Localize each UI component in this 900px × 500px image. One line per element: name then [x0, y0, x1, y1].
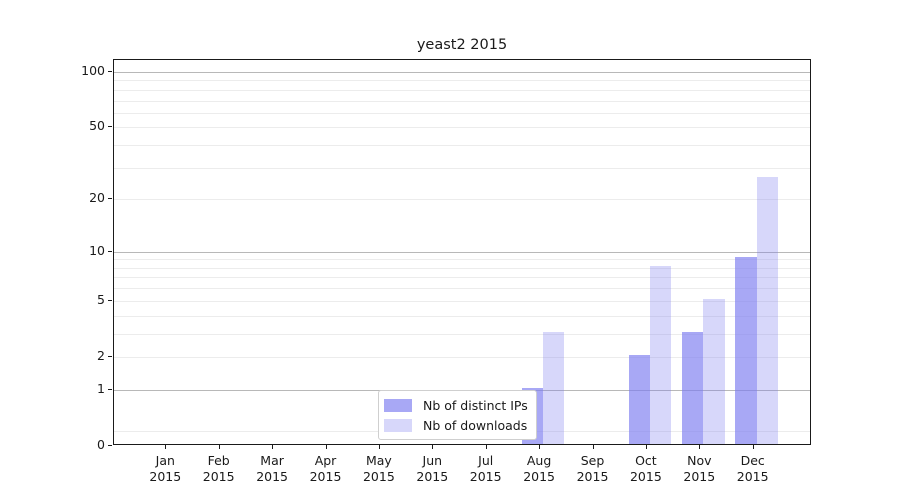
- x-tick-label-month: Aug: [526, 453, 552, 468]
- gridline-y-minor-8: [114, 267, 810, 269]
- x-tick-label-month: May: [365, 453, 392, 468]
- bar-distinct-ips-oct: [628, 355, 650, 444]
- legend-swatch-downloads: [384, 418, 412, 432]
- x-tick-label-month: Nov: [687, 453, 712, 468]
- x-tick-mark-sep: [592, 445, 594, 449]
- x-tick-label-month: Jan: [155, 453, 175, 468]
- x-tick-label-month: Dec: [740, 453, 765, 468]
- legend-label-downloads: Nb of downloads: [423, 417, 528, 433]
- gridline-y-minor-6: [114, 288, 810, 290]
- legend-label-distinct-ips: Nb of distinct IPs: [423, 397, 528, 413]
- legend-row-0: Nb of distinct IPs: [384, 395, 528, 415]
- gridline-y-minor-70: [114, 100, 810, 102]
- y-tick-label-10: 10: [89, 242, 105, 258]
- bar-downloads-nov: [703, 298, 725, 444]
- x-tick-label-jun: Jun 2015: [405, 453, 459, 485]
- x-tick-mark-aug: [539, 445, 541, 449]
- bar-distinct-ips-dec: [735, 257, 757, 444]
- x-tick-label-year: 2015: [629, 469, 662, 484]
- y-tick-mark-1: [108, 388, 112, 390]
- x-tick-label-oct: Oct 2015: [619, 453, 673, 485]
- y-tick-mark-10: [108, 250, 112, 252]
- gridline-y-minor-60: [114, 112, 810, 114]
- gridline-y-minor-7: [114, 277, 810, 279]
- y-tick-label-0: 0: [97, 437, 105, 452]
- x-tick-label-feb: Feb 2015: [192, 453, 246, 485]
- gridline-y-minor-30: [114, 167, 810, 169]
- gridline-y-minor-80: [114, 89, 810, 91]
- x-tick-label-year: 2015: [309, 469, 342, 484]
- x-tick-label-year: 2015: [683, 469, 716, 484]
- x-tick-label-apr: Apr 2015: [299, 453, 353, 485]
- x-tick-label-year: 2015: [202, 469, 235, 484]
- y-tick-mark-0: [108, 445, 112, 446]
- x-tick-label-sep: Sep 2015: [566, 453, 620, 485]
- x-tick-label-year: 2015: [256, 469, 288, 484]
- legend-row-1: Nb of downloads: [384, 415, 528, 435]
- x-tick-label-year: 2015: [736, 469, 769, 484]
- y-tick-mark-100: [108, 70, 112, 72]
- y-tick-label-20: 20: [89, 190, 105, 206]
- x-tick-label-month: Feb: [207, 453, 230, 468]
- x-tick-label-jan: Jan 2015: [138, 453, 192, 485]
- x-tick-label-year: 2015: [149, 469, 182, 484]
- x-tick-mark-jan: [165, 445, 167, 449]
- x-tick-label-dec: Dec 2015: [726, 453, 780, 485]
- bar-downloads-aug: [543, 331, 565, 444]
- x-tick-label-year: 2015: [362, 469, 395, 484]
- x-tick-label-year: 2015: [469, 469, 502, 484]
- x-tick-label-jul: Jul 2015: [459, 453, 513, 485]
- x-tick-label-may: May 2015: [352, 453, 406, 485]
- x-tick-mark-jul: [485, 445, 487, 449]
- bar-downloads-oct: [649, 265, 672, 444]
- y-tick-label-5: 5: [97, 291, 105, 307]
- legend-swatch-distinct-ips: [384, 398, 412, 412]
- bar-distinct-ips-nov: [681, 331, 704, 444]
- x-tick-label-mar: Mar 2015: [245, 453, 299, 485]
- gridline-y-minor-2: [114, 357, 810, 358]
- x-tick-mark-apr: [325, 445, 327, 449]
- gridline-y-minor-20: [114, 199, 810, 201]
- y-tick-label-2: 2: [97, 348, 105, 363]
- bar-downloads-dec: [756, 176, 779, 444]
- chart-title: yeast2 2015: [416, 37, 508, 53]
- gridline-y-minor-4: [114, 315, 810, 317]
- y-tick-label-50: 50: [89, 118, 105, 134]
- x-tick-label-month: Oct: [635, 453, 657, 468]
- y-tick-mark-50: [108, 126, 112, 128]
- gridline-y-minor-5: [114, 300, 810, 302]
- gridline-y-minor-90: [114, 80, 810, 82]
- gridline-y-minor-40: [114, 145, 810, 146]
- x-tick-label-month: Sep: [580, 453, 605, 468]
- x-tick-label-aug: Aug 2015: [512, 453, 566, 485]
- x-tick-label-month: Jun: [422, 453, 443, 468]
- gridline-y-minor-3: [114, 333, 810, 335]
- gridline-y-major-100: [114, 71, 810, 73]
- legend: Nb of distinct IPs Nb of downloads: [378, 390, 537, 440]
- x-tick-label-year: 2015: [416, 469, 449, 484]
- x-tick-label-nov: Nov 2015: [672, 453, 726, 485]
- plot-area: [113, 59, 811, 445]
- y-tick-mark-2: [108, 356, 112, 357]
- x-tick-mark-nov: [699, 445, 701, 449]
- y-tick-mark-20: [108, 198, 112, 200]
- x-tick-label-month: Jul: [478, 453, 494, 468]
- x-tick-mark-feb: [218, 445, 220, 449]
- x-tick-mark-jun: [432, 445, 434, 449]
- x-tick-label-year: 2015: [523, 469, 555, 484]
- x-tick-label-month: Mar: [260, 453, 284, 468]
- gridline-y-minor-50: [114, 127, 810, 129]
- gridline-y-minor-9: [114, 259, 810, 261]
- y-tick-label-1: 1: [97, 380, 105, 396]
- x-tick-label-month: Apr: [314, 453, 337, 468]
- x-tick-mark-mar: [272, 445, 274, 449]
- x-tick-label-year: 2015: [576, 469, 609, 484]
- y-tick-mark-5: [108, 299, 112, 301]
- x-tick-mark-dec: [752, 445, 754, 449]
- x-tick-mark-oct: [645, 445, 647, 449]
- y-tick-label-100: 100: [81, 62, 105, 78]
- gridline-y-major-10: [114, 251, 810, 253]
- x-tick-mark-may: [378, 445, 380, 449]
